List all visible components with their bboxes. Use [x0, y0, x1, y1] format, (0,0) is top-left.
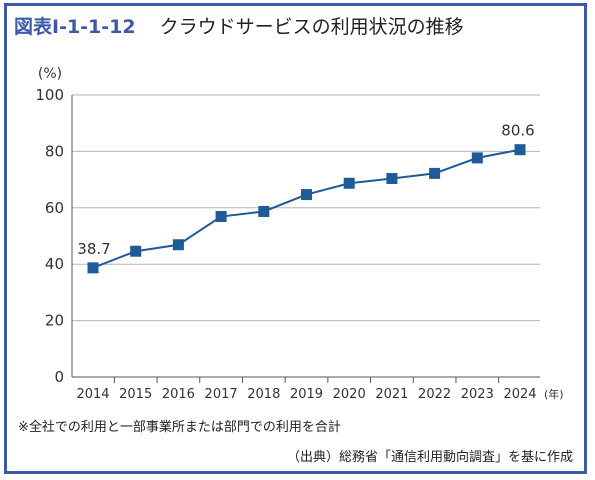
x-axis-unit-label: (年) [544, 387, 564, 401]
data-point-2016 [172, 239, 184, 251]
series-line-0 [92, 148, 521, 269]
x-tick-label-2015: 2015 [119, 387, 152, 402]
data-point-2021 [386, 172, 398, 184]
x-tick-label-2018: 2018 [247, 387, 280, 402]
data-point-2018 [258, 205, 270, 217]
figure-frame [4, 3, 587, 474]
x-tick-label-2022: 2022 [418, 387, 451, 402]
data-point-2024 [514, 144, 526, 156]
data-point-2023 [471, 152, 483, 164]
source-note: （出典）総務省「通信利用動向調査」を基に作成 [286, 450, 573, 465]
x-tick-label-2021: 2021 [375, 387, 408, 402]
y-axis-label: (%) [38, 66, 62, 82]
data-point-2017 [215, 211, 227, 223]
data-point-2019 [301, 189, 312, 201]
x-tick-label-2023: 2023 [461, 387, 494, 402]
data-label-2024: 80.6 [501, 122, 534, 140]
x-tick-label-2016: 2016 [162, 387, 195, 402]
figure-title: 図表Ⅰ-1-1-12 クラウドサービスの利用状況の推移 [14, 12, 464, 39]
y-tick-label-100: 100 [35, 86, 64, 104]
x-tick-label-2019: 2019 [290, 387, 323, 402]
figure-number: 図表Ⅰ-1-1-12 [14, 16, 136, 38]
y-tick-label-40: 40 [45, 255, 64, 273]
footnote: ※全社での利用と一部事業所または部門での利用を合計 [18, 420, 341, 435]
data-point-2020 [343, 177, 355, 189]
x-tick-label-2024: 2024 [503, 387, 536, 402]
y-tick-label-60: 60 [45, 199, 64, 217]
chart-title: クラウドサービスの利用状況の推移 [159, 16, 464, 38]
x-tick-label-2014: 2014 [76, 387, 109, 402]
y-tick-label-80: 80 [45, 142, 64, 160]
x-tick-label-2020: 2020 [333, 387, 366, 402]
data-point-2014 [87, 262, 99, 274]
data-point-2015 [130, 245, 142, 257]
data-label-2014: 38.7 [77, 240, 110, 258]
x-tick-label-2017: 2017 [205, 387, 238, 402]
y-tick-label-20: 20 [45, 312, 64, 330]
data-point-2022 [429, 167, 441, 179]
y-tick-label-0: 0 [54, 368, 64, 386]
